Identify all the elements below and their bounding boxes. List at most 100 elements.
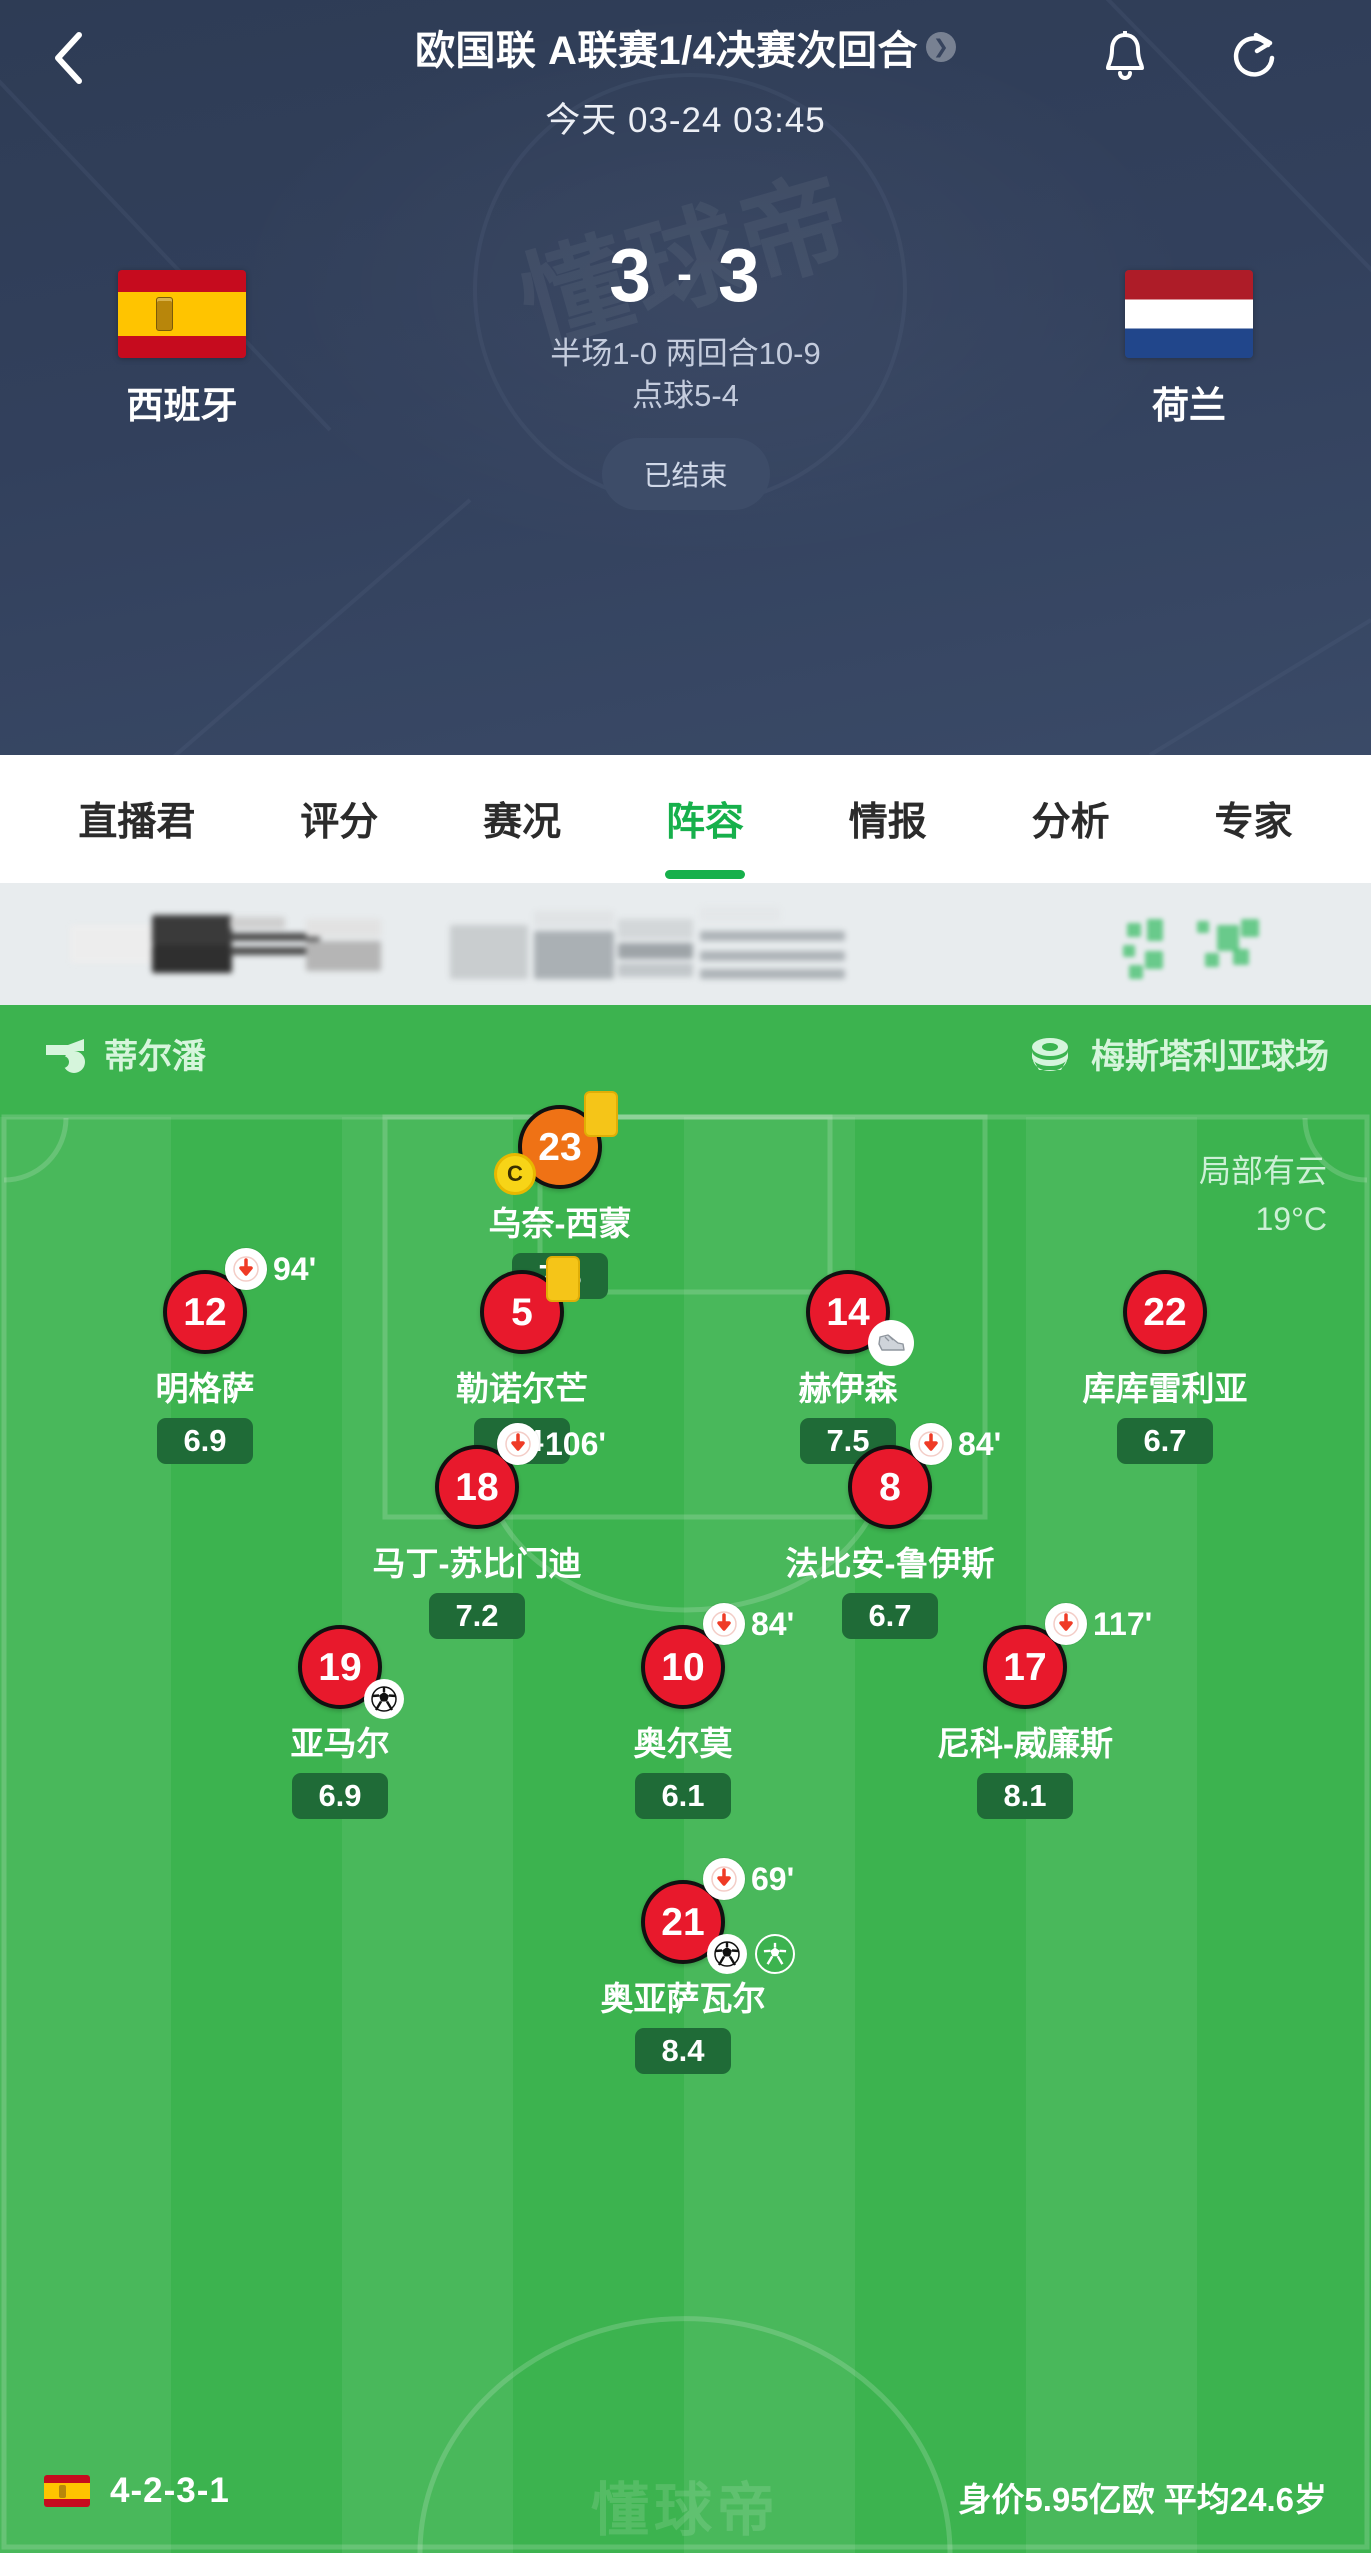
tab-label: 阵容 <box>665 801 744 844</box>
away-score: 3 <box>718 233 762 317</box>
score-area: 西班牙 荷兰 3-3 半场1-0 两回合10-9 点球5-4 已结束 <box>0 233 1371 510</box>
captain-badge: C <box>494 1153 536 1195</box>
referee-name: 蒂尔潘 <box>104 1038 206 1076</box>
player-marker[interactable]: 17 117' 尼科-威廉斯 8.1 <box>910 1603 1152 1819</box>
sub-off-icon <box>703 1858 745 1900</box>
player-shirt-wrap: 18 106' <box>435 1423 606 1529</box>
player-marker[interactable]: 10 84' 奥尔莫 6.1 <box>568 1603 798 1819</box>
lineup-pitch: 蒂尔潘 梅斯塔利亚球场 局部有云 19°C 23C乌奈-西蒙7.81294'明格… <box>0 1005 1371 2553</box>
substitution-badge: 94' <box>225 1248 316 1290</box>
score-separator: - <box>677 248 694 299</box>
player-marker[interactable]: 12 94' 明格萨 6.9 <box>90 1248 320 1464</box>
player-rating: 6.9 <box>157 1418 253 1464</box>
competition-title: 欧国联 A联赛1/4决赛次回合 <box>414 29 919 73</box>
home-score: 3 <box>609 233 653 317</box>
player-marker[interactable]: 19 亚马尔 6.9 <box>225 1625 455 1819</box>
player-number[interactable]: 22 <box>1123 1270 1207 1354</box>
section-tabs: 直播君 评分 赛况 阵容 情报 分析 专家 <box>0 755 1371 883</box>
player-rating: 6.9 <box>292 1773 388 1819</box>
player-number[interactable]: 21 <box>641 1880 725 1964</box>
player-shirt-wrap: 12 94' <box>163 1248 316 1354</box>
back-button[interactable] <box>36 26 100 90</box>
tab-2[interactable]: 赛况 <box>481 785 563 853</box>
tab-0[interactable]: 直播君 <box>76 785 197 853</box>
tab-6[interactable]: 专家 <box>1212 785 1294 853</box>
tab-label: 评分 <box>300 801 379 844</box>
sub-off-icon <box>703 1603 745 1645</box>
tab-label: 赛况 <box>483 801 562 844</box>
pitch-meta-row: 蒂尔潘 梅斯塔利亚球场 <box>0 1005 1371 1115</box>
share-icon <box>1233 32 1275 77</box>
player-name: 奥尔莫 <box>633 1725 733 1762</box>
player-shirt-wrap: 14 <box>806 1270 914 1366</box>
substitution-badge: 69' <box>703 1858 794 1900</box>
player-name: 法比安-鲁伊斯 <box>785 1545 995 1582</box>
substitution-badge: 84' <box>910 1423 1001 1465</box>
player-rating: 6.7 <box>842 1593 938 1639</box>
notification-button[interactable] <box>1089 20 1161 92</box>
player-name: 奥亚萨瓦尔 <box>600 1980 766 2017</box>
sub-off-icon <box>1045 1603 1087 1645</box>
match-datetime: 今天 03-24 03:45 <box>545 101 826 140</box>
weather-temperature: 19°C <box>1255 1201 1328 1237</box>
chevron-right-icon[interactable]: ❯ <box>926 32 957 62</box>
tab-5[interactable]: 分析 <box>1030 785 1112 853</box>
sub-minute: 117' <box>1093 1605 1153 1642</box>
status-badge[interactable]: 已结束 <box>601 438 770 510</box>
pitch-watermark: 懂球帝 <box>590 2478 781 2543</box>
player-shirt-wrap: 10 84' <box>641 1603 794 1709</box>
loading-placeholder-strip <box>0 883 1371 1005</box>
chevron-left-icon <box>55 32 82 84</box>
yellow-card-icon <box>584 1091 618 1137</box>
player-name: 库库雷利亚 <box>1082 1370 1248 1407</box>
player-shirt-wrap: 19 <box>298 1625 404 1719</box>
stadium-info: 梅斯塔利亚球场 <box>1027 1029 1329 1078</box>
tab-3[interactable]: 阵容 <box>664 785 746 853</box>
player-rating: 7.2 <box>429 1593 525 1639</box>
player-marker[interactable]: 14 赫伊森 7.5 <box>733 1270 963 1464</box>
player-shirt-wrap: 23 C <box>494 1091 618 1195</box>
yellow-card-icon <box>546 1256 580 1302</box>
player-marker[interactable]: 18 106' 马丁-苏比门迪 7.2 <box>362 1423 606 1639</box>
home-team-name: 西班牙 <box>126 385 238 426</box>
formation-label: 4-2-3-1 <box>110 2471 230 2510</box>
competition-title-button[interactable]: 欧国联 A联赛1/4决赛次回合 ❯ <box>414 18 957 76</box>
share-button[interactable] <box>1219 20 1291 92</box>
bell-icon <box>1106 31 1144 80</box>
player-shirt-wrap: 8 84' <box>848 1423 1001 1529</box>
score-details: 半场1-0 两回合10-9 点球5-4 <box>0 333 1371 417</box>
skeleton-group-left <box>70 913 400 975</box>
player-marker[interactable]: 5勒诺尔芒6.4 <box>407 1256 637 1464</box>
player-shirt-wrap: 21 69' <box>641 1858 795 1974</box>
halftime-aggregate: 半场1-0 两回合10-9 <box>550 336 821 371</box>
player-marker[interactable]: 21 69' 奥亚萨瓦尔 8.4 <box>568 1858 798 2074</box>
stadium-icon <box>1032 1037 1068 1071</box>
sub-off-icon <box>497 1423 539 1465</box>
player-rating: 7.5 <box>800 1418 896 1464</box>
player-marker[interactable]: 8 84' 法比安-鲁伊斯 6.7 <box>775 1423 1005 1639</box>
player-name: 乌奈-西蒙 <box>488 1205 632 1242</box>
top-nav: 欧国联 A联赛1/4决赛次回合 ❯ 今天 03-24 03:45 <box>0 0 1371 160</box>
player-rating: 8.4 <box>635 2028 731 2074</box>
penalty-score: 点球5-4 <box>632 377 739 413</box>
goal-icon <box>364 1679 404 1719</box>
player-number[interactable]: 18 <box>435 1445 519 1529</box>
tab-1[interactable]: 评分 <box>298 785 380 853</box>
player-name: 亚马尔 <box>290 1725 390 1762</box>
player-name: 赫伊森 <box>798 1370 898 1407</box>
player-name: 勒诺尔芒 <box>456 1370 588 1407</box>
substitution-badge: 106' <box>497 1423 606 1465</box>
sub-minute: 94' <box>273 1250 317 1287</box>
player-name: 尼科-威廉斯 <box>937 1725 1113 1762</box>
scoreline: 3-3 <box>0 232 1371 318</box>
player-rating: 6.7 <box>1117 1418 1213 1464</box>
tab-4[interactable]: 情报 <box>847 785 929 853</box>
tab-label: 直播君 <box>78 801 196 844</box>
player-marker[interactable]: 22 库库雷利亚 6.7 <box>1050 1270 1280 1464</box>
away-team-name: 荷兰 <box>1152 385 1226 426</box>
second-goal-icon <box>755 1934 795 1974</box>
weather-info: 局部有云 19°C <box>1199 1147 1327 1243</box>
referee-info: 蒂尔潘 <box>42 1029 206 1078</box>
substitution-badge: 84' <box>703 1603 794 1645</box>
title-block: 欧国联 A联赛1/4决赛次回合 ❯ 今天 03-24 03:45 <box>0 18 1371 143</box>
